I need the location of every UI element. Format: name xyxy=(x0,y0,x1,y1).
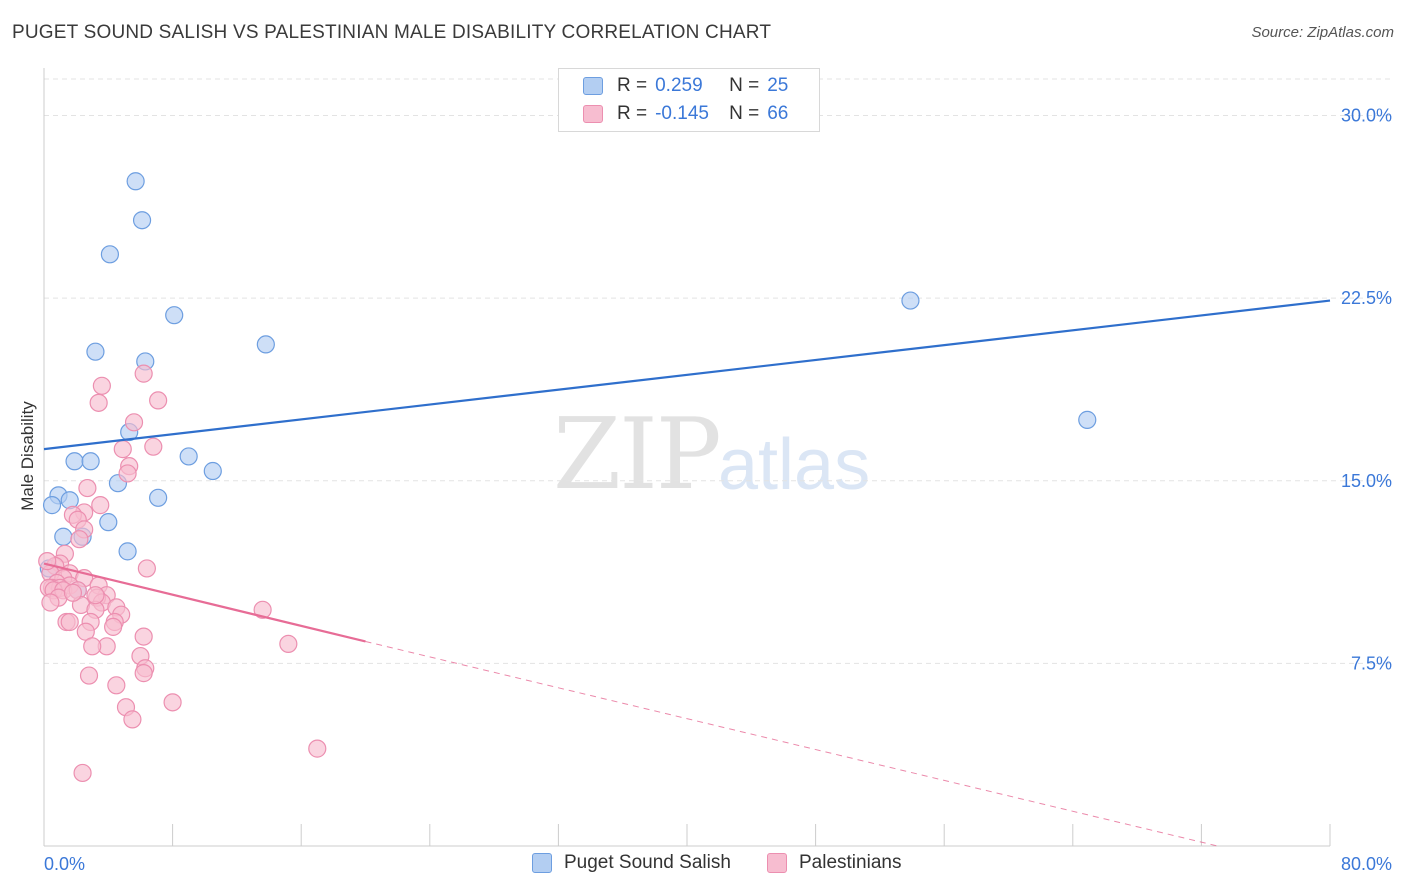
point-palestinians xyxy=(41,593,60,612)
legend-r-value: 0.259 xyxy=(655,75,703,96)
chart-title: PUGET SOUND SALISH VS PALESTINIAN MALE D… xyxy=(12,22,772,43)
point-palestinians xyxy=(89,393,108,412)
point-palestinians xyxy=(123,710,142,729)
point-palestinians xyxy=(104,617,123,636)
point-puget-sound-salish xyxy=(165,306,184,325)
legend-row-palestinians: R = -0.145 N = 66 xyxy=(559,101,788,127)
point-palestinians xyxy=(63,583,83,602)
point-palestinians xyxy=(134,664,153,683)
legend-swatch-puget xyxy=(583,77,603,95)
point-puget-sound-salish xyxy=(149,488,168,507)
point-palestinians xyxy=(92,376,111,395)
x-tick-label: 80.0% xyxy=(1341,854,1392,874)
point-puget-sound-salish xyxy=(179,447,198,466)
point-puget-sound-salish xyxy=(132,211,152,230)
point-palestinians xyxy=(70,530,89,549)
point-puget-sound-salish xyxy=(65,452,84,471)
point-puget-sound-salish xyxy=(42,496,62,515)
point-palestinians xyxy=(91,496,110,515)
point-palestinians xyxy=(107,676,126,695)
trend-line-palestinians xyxy=(43,562,366,643)
point-palestinians xyxy=(144,437,163,456)
point-puget-sound-salish xyxy=(81,452,100,471)
correlation-legend: R = 0.259 N = 25 R = -0.145 N = 66 xyxy=(558,68,820,132)
y-tick-label: 22.5% xyxy=(1341,288,1392,308)
point-puget-sound-salish xyxy=(118,542,137,561)
point-puget-sound-salish xyxy=(901,291,920,310)
point-palestinians xyxy=(163,693,182,712)
point-palestinians xyxy=(134,627,153,646)
legend-label-palestinians: Palestinians xyxy=(799,852,902,873)
legend-label-puget: Puget Sound Salish xyxy=(564,852,731,873)
y-tick-label: 7.5% xyxy=(1351,653,1392,673)
point-puget-sound-salish xyxy=(100,245,120,264)
series-legend: Puget Sound Salish Palestinians xyxy=(0,852,1406,878)
legend-swatch-palestinians xyxy=(767,853,787,873)
point-palestinians xyxy=(83,637,102,656)
x-tick-label: 0.0% xyxy=(44,854,85,874)
source-credit: Source: ZipAtlas.com xyxy=(1251,24,1394,41)
point-palestinians xyxy=(253,600,272,619)
legend-item-puget[interactable]: Puget Sound Salish xyxy=(532,852,731,874)
point-puget-sound-salish xyxy=(86,342,105,361)
point-palestinians xyxy=(86,586,105,605)
legend-swatch-palestinians xyxy=(583,105,603,123)
legend-n-label: N = xyxy=(729,75,760,96)
legend-n-value: 25 xyxy=(767,75,789,96)
legend-r-label: R = xyxy=(617,75,648,96)
point-palestinians xyxy=(137,559,156,578)
point-palestinians xyxy=(118,464,137,483)
legend-item-palestinians[interactable]: Palestinians xyxy=(767,852,901,874)
point-puget-sound-salish xyxy=(54,527,73,546)
watermark-atlas: atlas xyxy=(718,425,871,505)
legend-n-label: N = xyxy=(729,103,760,124)
point-palestinians xyxy=(134,364,153,383)
legend-r-label: R = xyxy=(617,103,648,124)
y-tick-label: 15.0% xyxy=(1341,471,1392,491)
point-puget-sound-salish xyxy=(256,335,275,354)
point-puget-sound-salish xyxy=(1078,410,1097,429)
point-puget-sound-salish xyxy=(203,461,222,481)
point-palestinians xyxy=(60,612,79,632)
legend-r-value: -0.145 xyxy=(655,103,709,124)
watermark-zip: ZIP xyxy=(553,398,722,512)
y-tick-label: 30.0% xyxy=(1341,106,1392,126)
point-palestinians xyxy=(73,763,92,783)
trend-line-extension xyxy=(365,640,1218,847)
point-puget-sound-salish xyxy=(126,172,145,191)
point-palestinians xyxy=(308,739,327,758)
point-palestinians xyxy=(124,413,144,432)
legend-swatch-puget xyxy=(532,853,552,873)
point-palestinians xyxy=(279,634,298,654)
point-puget-sound-salish xyxy=(99,513,118,532)
point-palestinians xyxy=(78,478,97,498)
point-palestinians xyxy=(79,666,99,685)
trend-line-puget xyxy=(43,299,1331,451)
legend-n-value: 66 xyxy=(767,103,789,124)
point-palestinians xyxy=(149,391,168,410)
point-palestinians xyxy=(113,440,132,459)
legend-row-puget: R = 0.259 N = 25 xyxy=(559,73,788,99)
point-palestinians xyxy=(38,552,57,571)
